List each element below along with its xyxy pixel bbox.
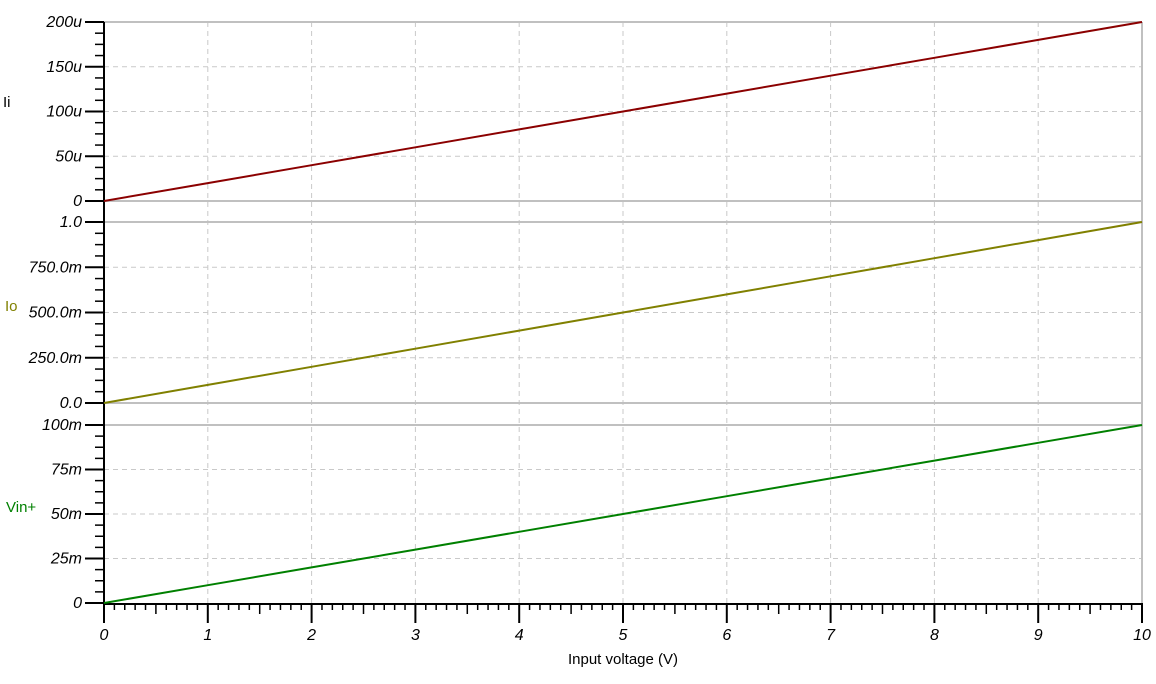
x-tick-label: 0 [100, 627, 109, 644]
y-tick-label: 0 [73, 193, 82, 210]
x-tick-label: 4 [515, 627, 524, 644]
signal-label-io: Io [5, 298, 18, 315]
x-tick-label: 2 [306, 627, 316, 644]
trace-ii [103, 21, 1143, 202]
x-axis-title: Input voltage (V) [567, 651, 679, 668]
signal-label-ii: Ii [3, 94, 11, 111]
x-tick-label: 5 [619, 627, 628, 644]
y-tick-label: 100m [42, 417, 82, 434]
y-tick-label: 1.0 [60, 214, 82, 231]
signal-label-vin-plus: Vin+ [6, 499, 37, 516]
y-tick-label: 750.0m [29, 259, 82, 276]
y-tick-label: 50m [51, 506, 82, 523]
x-tick-label: 3 [411, 627, 420, 644]
x-tick-label: 9 [1034, 627, 1043, 644]
x-tick-label: 1 [203, 627, 212, 644]
y-tick-label: 250.0m [28, 350, 82, 367]
y-tick-label: 25m [50, 551, 82, 568]
y-tick-label: 0.0 [60, 395, 82, 412]
y-tick-label: 100u [46, 104, 82, 121]
x-tick-label: 8 [930, 627, 939, 644]
trace-vin [103, 424, 1143, 604]
y-tick-label: 50u [55, 148, 82, 165]
trace-io [103, 221, 1143, 404]
y-tick-label: 75m [51, 462, 82, 479]
x-tick-label: 10 [1133, 627, 1151, 644]
y-tick-label: 0 [73, 595, 82, 612]
y-tick-label: 200u [45, 14, 82, 31]
x-tick-label: 7 [826, 627, 836, 644]
y-tick-label: 500.0m [29, 305, 82, 322]
x-tick-label: 6 [722, 627, 731, 644]
y-tick-label: 150u [46, 59, 82, 76]
